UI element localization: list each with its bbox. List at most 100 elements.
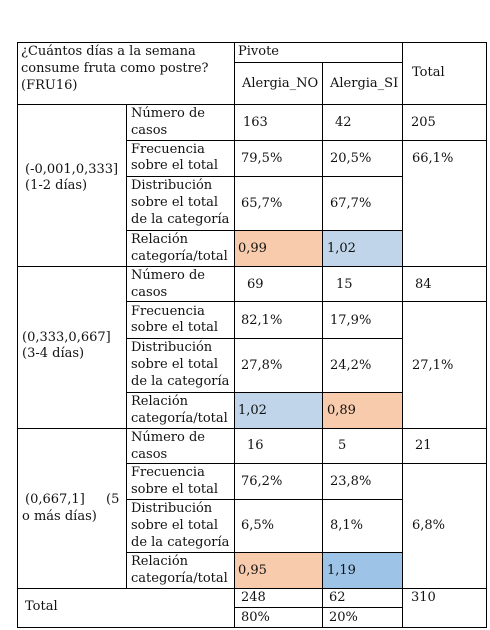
- row-label-distribucion: Distribución: [131, 501, 213, 516]
- cell-value: 205: [411, 115, 436, 130]
- total-si-pct: 20%: [329, 610, 358, 625]
- total-no-pct: 80%: [241, 610, 270, 625]
- row-label-frecuencia: Frecuencia: [131, 142, 205, 157]
- cell-value: 21: [415, 438, 432, 453]
- row-label-casos: casos: [131, 447, 168, 462]
- cell-value: 0,89: [327, 403, 356, 418]
- col-header-si: Alergia_SI: [330, 76, 399, 91]
- cell-value: 1,19: [327, 563, 356, 578]
- pivot-header: Pivote: [238, 44, 279, 59]
- row-label-distribucion: de la categoría: [131, 212, 230, 227]
- g1-rel-si-fill: [323, 393, 403, 428]
- row-label-distribucion: de la categoría: [131, 374, 230, 389]
- cell-value: 66,1%: [412, 151, 454, 166]
- grid-line: [486, 42, 487, 628]
- cell-value: 20,5%: [330, 151, 372, 166]
- grid-line: [234, 607, 403, 608]
- grid-line: [126, 499, 403, 500]
- grid-line: [126, 392, 403, 393]
- cell-value: 8,1%: [330, 518, 364, 533]
- cell-value: 82,1%: [241, 313, 283, 328]
- cell-value: 65,7%: [241, 196, 283, 211]
- row-label-frecuencia: sobre el total: [131, 482, 219, 497]
- cell-value: 69: [247, 277, 264, 292]
- question-line-2: consume fruta como postre?: [21, 61, 209, 76]
- group-label: o más días): [22, 509, 97, 524]
- cell-value: 79,5%: [241, 151, 283, 166]
- cell-value: 67,7%: [330, 196, 372, 211]
- group-label: (1-2 días): [25, 178, 88, 193]
- row-label-relacion: categoría/total: [131, 411, 228, 426]
- cell-value: 163: [243, 115, 268, 130]
- group-label: (5: [106, 492, 120, 507]
- row-label-distribucion: Distribución: [131, 340, 213, 355]
- row-label-relacion: categoría/total: [131, 571, 228, 586]
- grid-line: [17, 627, 487, 628]
- row-label-distribucion: sobre el total: [131, 357, 219, 372]
- g2-rel-si-fill: [323, 553, 403, 588]
- row-label-relacion: categoría/total: [131, 249, 228, 264]
- cell-value: 0,95: [238, 563, 267, 578]
- cell-value: 6,8%: [412, 518, 446, 533]
- row-label-distribucion: de la categoría: [131, 535, 230, 550]
- g2-rel-no-fill: [235, 553, 323, 588]
- row-label-distribucion: sobre el total: [131, 518, 219, 533]
- col-header-total: Total: [412, 65, 445, 80]
- grid-line: [17, 104, 487, 105]
- row-label-casos: casos: [131, 285, 168, 300]
- grid-line: [17, 42, 18, 628]
- total-no-count: 248: [241, 590, 266, 605]
- grid-line: [126, 140, 487, 141]
- grid-line: [126, 338, 403, 339]
- grid-line: [126, 463, 487, 464]
- grid-line: [402, 42, 403, 628]
- row-label-frecuencia: sobre el total: [131, 158, 219, 173]
- grid-line: [322, 62, 323, 628]
- grid-line: [126, 176, 403, 177]
- row-label-casos: Número de: [131, 106, 205, 121]
- row-label-distribucion: sobre el total: [131, 195, 219, 210]
- g1-rel-no-fill: [235, 393, 323, 428]
- cell-value: 5: [338, 438, 347, 453]
- cell-value: 27,8%: [241, 358, 283, 373]
- cell-value: 0,99: [238, 241, 267, 256]
- group-label: (-0,001,0,333]: [25, 162, 119, 177]
- grid-line: [126, 230, 403, 231]
- g0-rel-si-fill: [323, 231, 403, 266]
- grid-line: [234, 62, 403, 63]
- group-label: (0,333,0,667]: [22, 330, 111, 345]
- cell-value: 15: [336, 277, 353, 292]
- row-label-casos: Número de: [131, 430, 205, 445]
- grid-line: [17, 42, 487, 43]
- cell-value: 42: [335, 115, 352, 130]
- cell-value: 16: [247, 438, 264, 453]
- grand-total: 310: [411, 590, 436, 605]
- group-label: (3-4 días): [22, 346, 85, 361]
- cell-value: 84: [415, 277, 432, 292]
- row-label-frecuencia: Frecuencia: [131, 465, 205, 480]
- cell-value: 27,1%: [412, 358, 454, 373]
- cell-value: 1,02: [327, 241, 356, 256]
- question-line-3: (FRU16): [21, 78, 78, 93]
- row-label-distribucion: Distribución: [131, 178, 213, 193]
- total-si-count: 62: [329, 590, 346, 605]
- grid-line: [17, 266, 487, 267]
- grid-line: [126, 301, 487, 302]
- grid-line: [17, 428, 487, 429]
- grid-line: [126, 552, 403, 553]
- grid-line: [234, 42, 235, 628]
- question-line-1: ¿Cuántos días a la semana: [21, 44, 196, 59]
- cell-value: 1,02: [238, 403, 267, 418]
- col-header-no: Alergia_NO: [242, 76, 319, 91]
- cell-value: 23,8%: [330, 474, 372, 489]
- row-label-relacion: Relación: [131, 232, 189, 247]
- group-label: (0,667,1]: [25, 492, 85, 507]
- row-label-casos: Número de: [131, 268, 205, 283]
- row-label-relacion: Relación: [131, 554, 189, 569]
- row-label-frecuencia: Frecuencia: [131, 304, 205, 319]
- row-label-casos: casos: [131, 123, 168, 138]
- row-label-frecuencia: sobre el total: [131, 320, 219, 335]
- row-label-relacion: Relación: [131, 394, 189, 409]
- g0-rel-no-fill: [235, 231, 323, 266]
